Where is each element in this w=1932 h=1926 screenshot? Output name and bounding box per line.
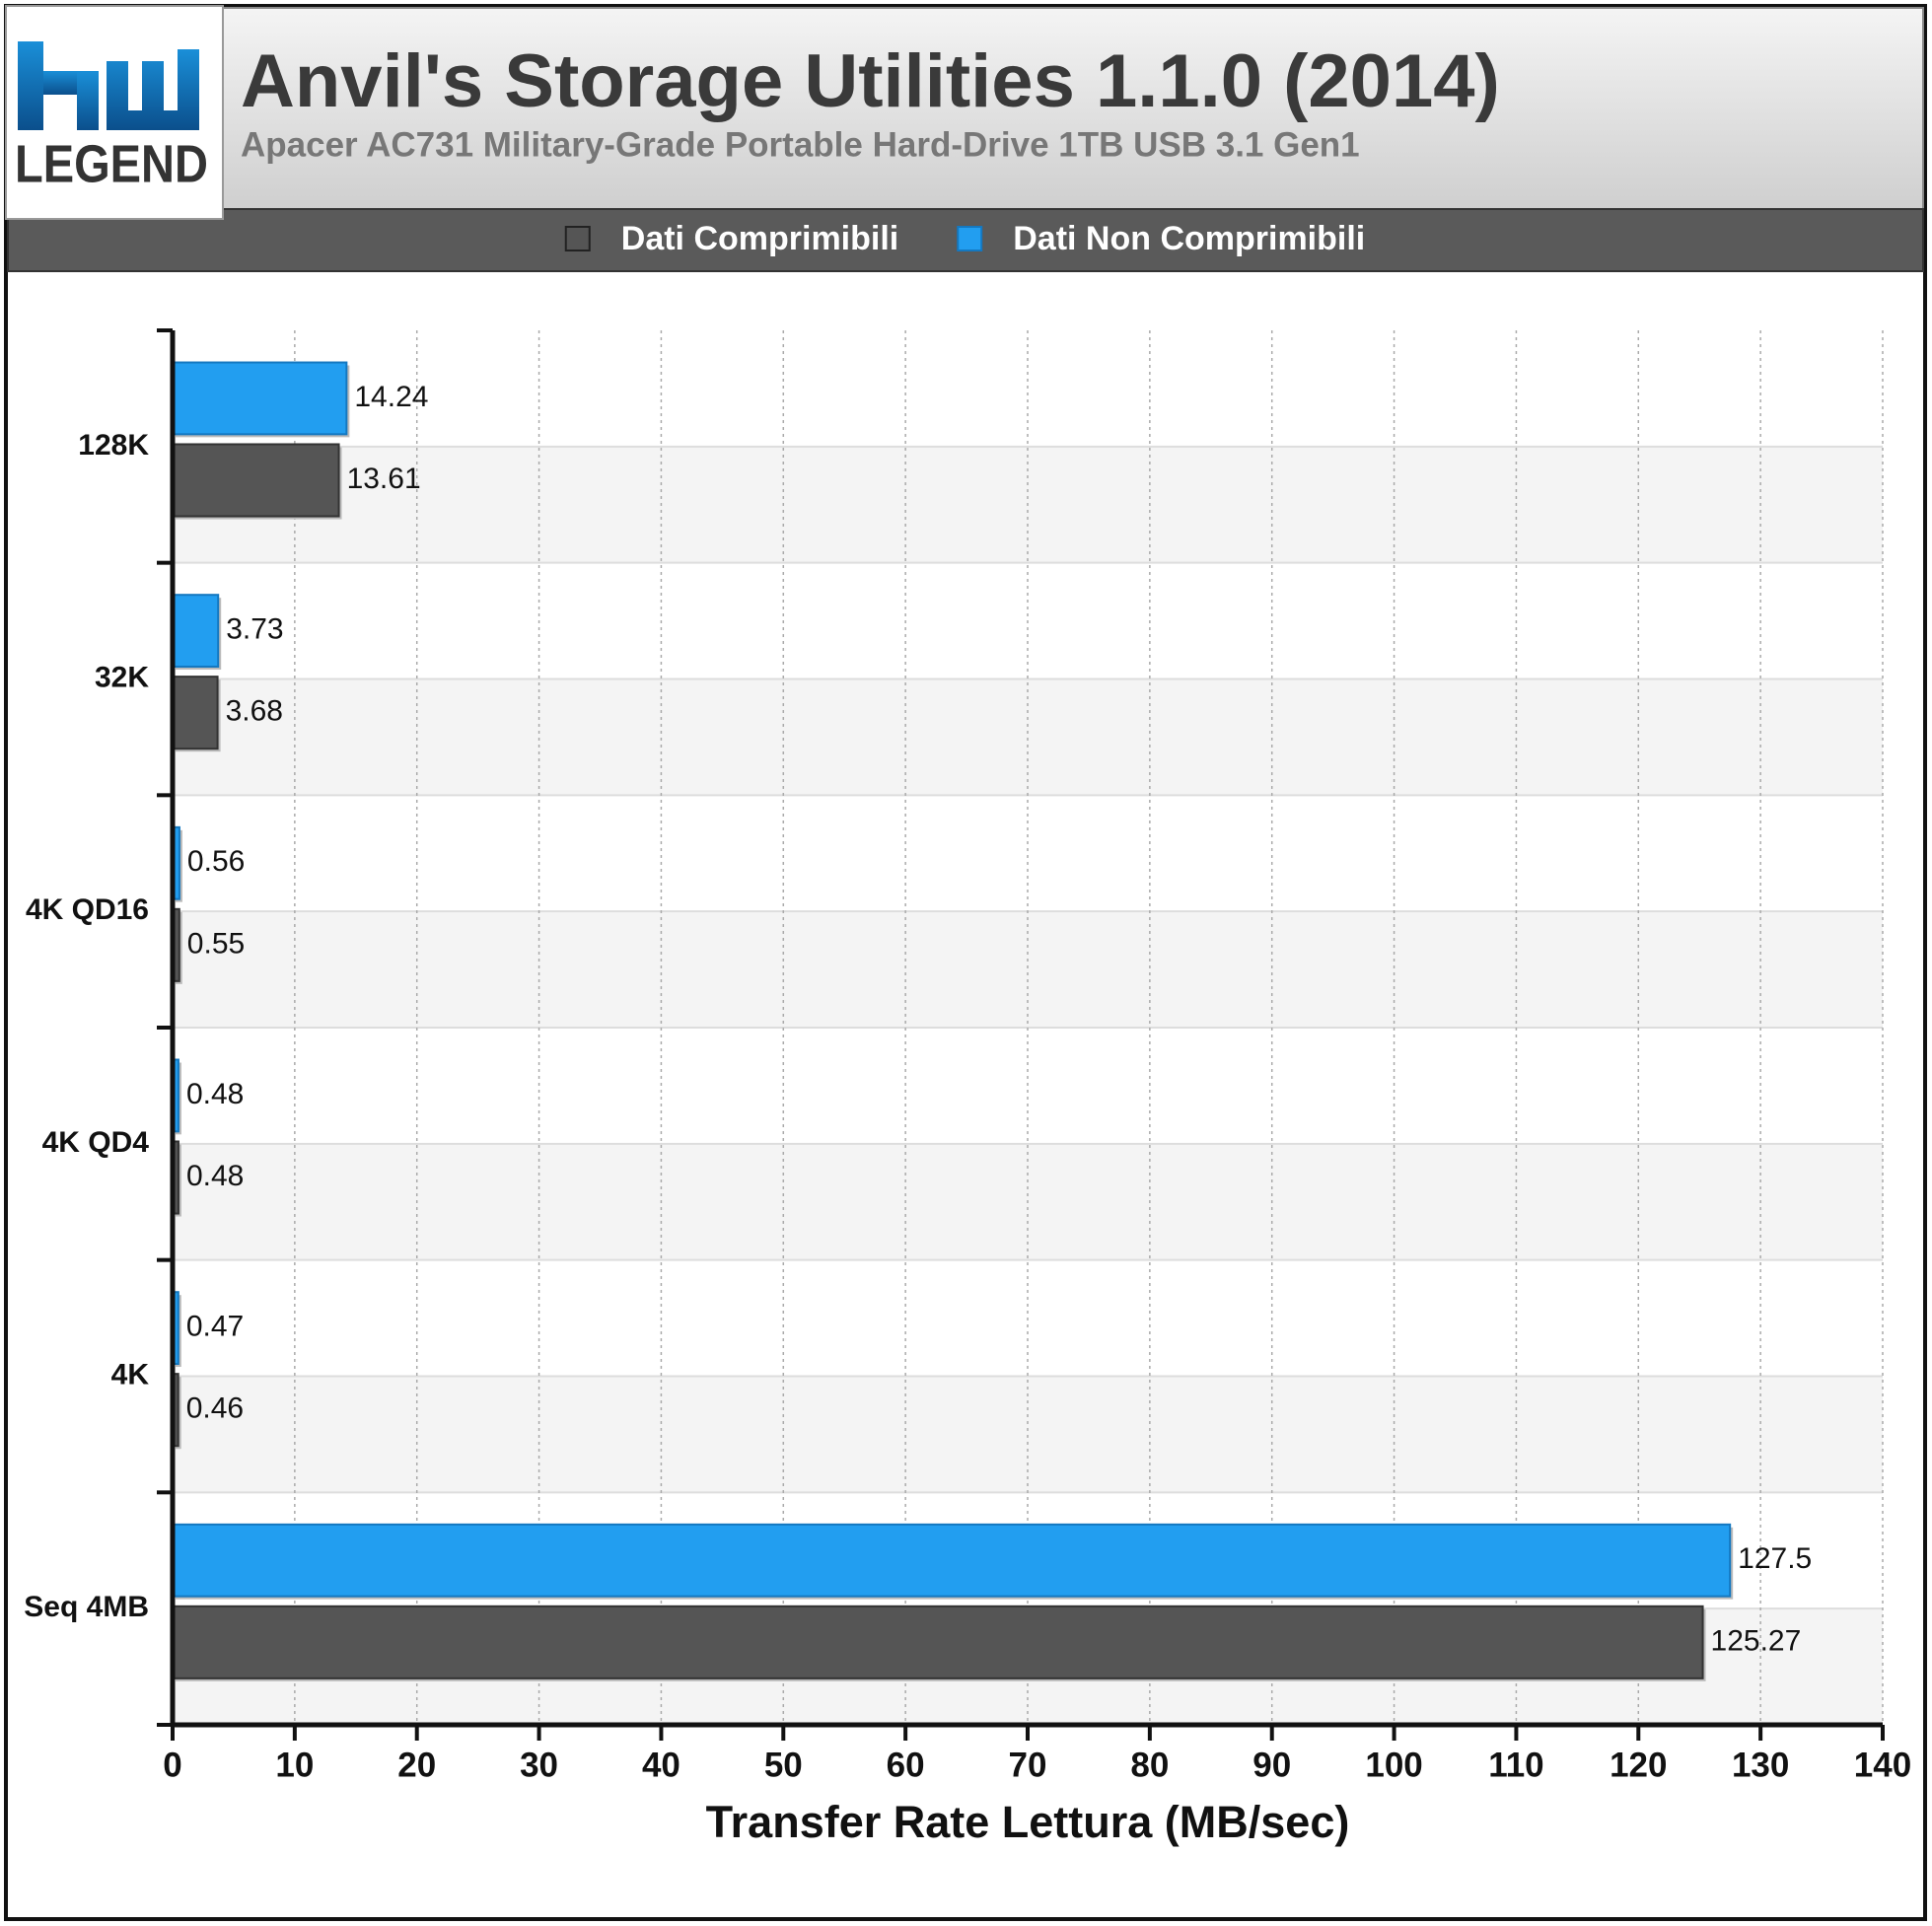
header: [7, 7, 1924, 210]
value-label: 0.47: [186, 1311, 244, 1343]
x-tick-label: 30: [520, 1746, 558, 1784]
bar: [172, 1523, 1732, 1598]
value-label: 127.5: [1738, 1542, 1812, 1575]
value-label: 0.48: [186, 1078, 244, 1110]
x-tick-label: 120: [1610, 1746, 1667, 1784]
logo-text: LEGEND: [15, 134, 208, 193]
legend-label: Dati Comprimibili: [621, 220, 898, 257]
x-tick-label: 110: [1488, 1746, 1543, 1784]
x-tick-label: 100: [1365, 1746, 1422, 1784]
x-tick-label: 20: [397, 1746, 436, 1784]
y-tick-label: 4K QD16: [26, 893, 149, 926]
value-label: 3.68: [226, 695, 283, 728]
x-tick-label: 130: [1732, 1746, 1789, 1784]
value-label: 0.46: [186, 1392, 244, 1425]
bar: [172, 676, 219, 750]
x-tick-label: 90: [1252, 1746, 1291, 1784]
x-tick-label: 0: [163, 1746, 181, 1784]
logo-shape: [18, 41, 43, 130]
x-tick-label: 80: [1130, 1746, 1169, 1784]
x-tick-label: 50: [764, 1746, 803, 1784]
bar: [172, 594, 220, 669]
legend-swatch: [564, 226, 591, 251]
value-label: 3.73: [226, 613, 283, 646]
value-label: 0.48: [186, 1160, 244, 1192]
x-tick-label: 10: [275, 1746, 314, 1784]
logo: LEGEND: [5, 5, 224, 220]
x-tick-label: 140: [1854, 1746, 1911, 1784]
x-axis-title: Transfer Rate Lettura (MB/sec): [706, 1797, 1350, 1847]
value-label: 0.56: [187, 845, 245, 878]
bar: [172, 443, 340, 518]
y-tick-label: Seq 4MB: [24, 1591, 149, 1623]
logo-shape: [107, 49, 199, 130]
bar: [172, 361, 348, 436]
y-tick-label: 128K: [78, 429, 149, 462]
y-tick-label: 4K: [111, 1358, 150, 1391]
x-tick-label: 60: [887, 1746, 925, 1784]
logo-shape: [77, 71, 99, 130]
x-tick-label: 70: [1009, 1746, 1047, 1784]
band-shade: [173, 911, 1883, 1028]
x-tick-label: 40: [642, 1746, 680, 1784]
value-label: 0.55: [187, 927, 245, 960]
value-label: 14.24: [354, 381, 428, 413]
value-label: 13.61: [347, 463, 421, 495]
y-tick-label: 4K QD4: [42, 1126, 150, 1159]
chart-subtitle: Apacer AC731 Military-Grade Portable Har…: [241, 125, 1360, 164]
legend-swatch: [957, 226, 983, 251]
legend-label: Dati Non Comprimibili: [1013, 220, 1365, 257]
chart-title: Anvil's Storage Utilities 1.1.0 (2014): [241, 39, 1500, 123]
bar: [172, 1605, 1704, 1679]
value-label: 125.27: [1711, 1624, 1802, 1657]
y-tick-label: 32K: [95, 661, 149, 693]
